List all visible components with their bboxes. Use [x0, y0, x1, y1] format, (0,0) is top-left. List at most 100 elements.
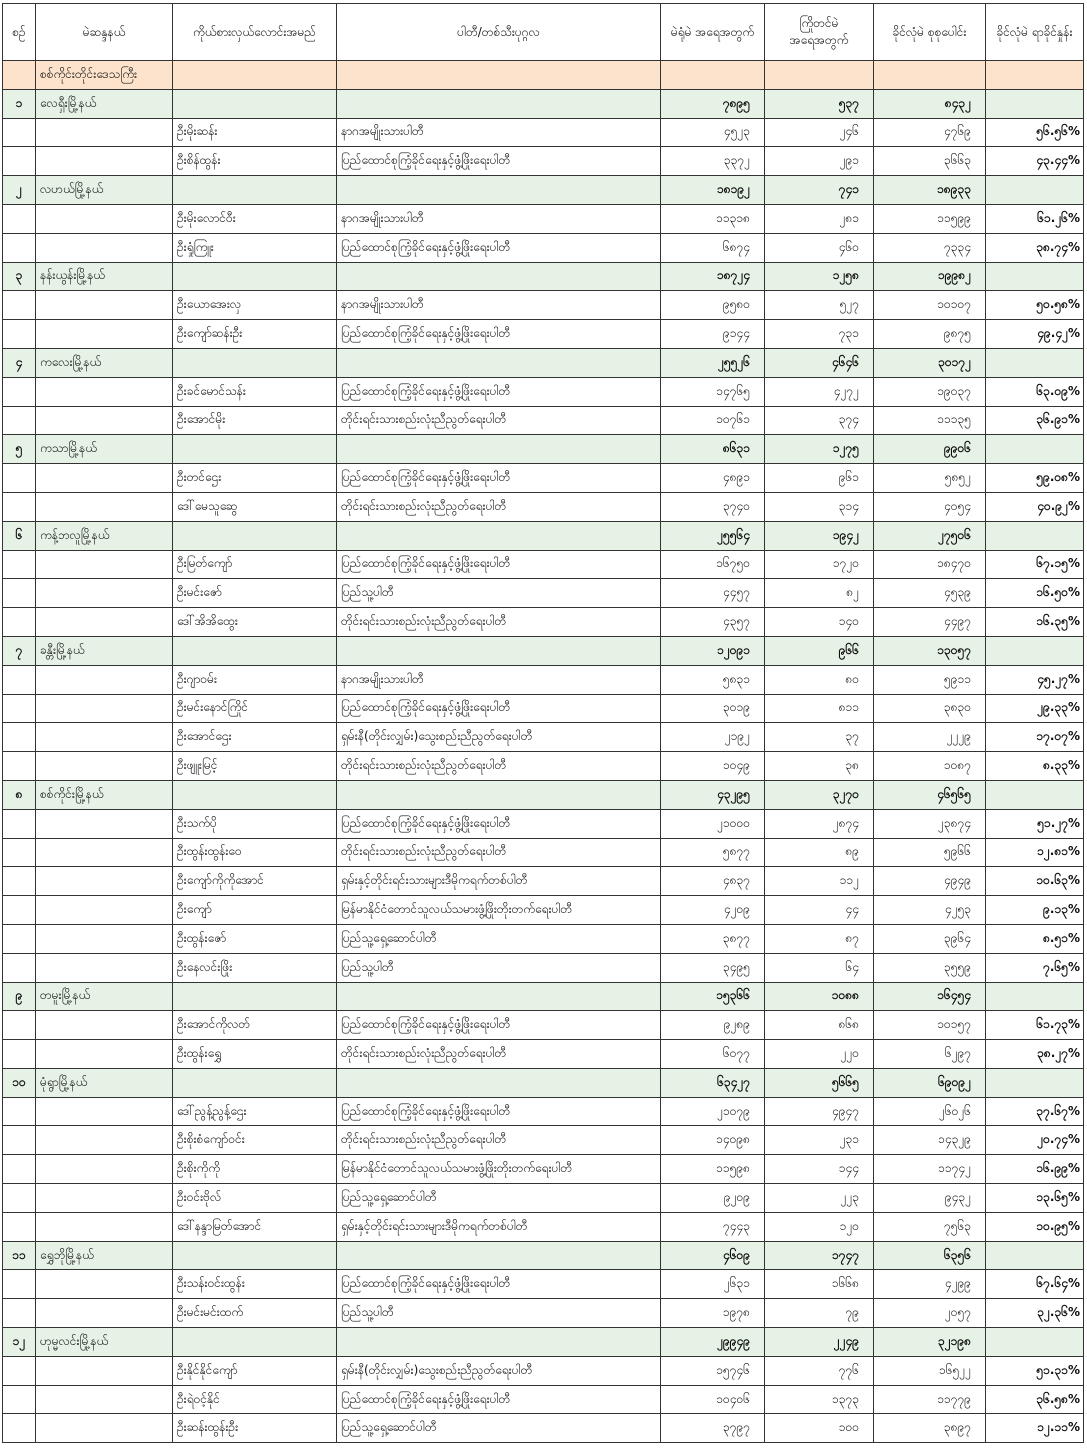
candidate-party: မြန်မာနိုင်ငံတောင်သူလယ်သမားဖွံ့ဖြိုးတိုး…: [336, 895, 661, 925]
township-advance-votes: ၇၄၁: [764, 175, 874, 205]
candidate-advance-votes: ၈၁၁: [764, 693, 874, 724]
candidate-valid-total: ၁၉၀၃၇: [873, 376, 986, 407]
candidate-party: မြန်မာနိုင်ငံတောင်သူလယ်သမားဖွံ့ဖြိုးတိုး…: [336, 1154, 661, 1185]
candidate-valid-percent: ၉.၁၃%: [985, 895, 1084, 925]
township-polling-votes: ၆၃၄၂၇: [660, 1067, 765, 1098]
township-advance-votes: ၅၃၇: [764, 88, 874, 119]
candidate-valid-total: ၁၄၃၂၉: [873, 1125, 986, 1156]
candidate-name: ဦးမိုးလောင်ဝီး: [172, 203, 337, 234]
empty-cell: [35, 319, 173, 349]
candidate-valid-percent: ၁၃.၆၅%: [985, 1183, 1084, 1213]
candidate-name: ဦးမင်းဇော်: [172, 578, 337, 609]
empty-cell: [35, 463, 173, 493]
empty-cell: [35, 232, 173, 263]
candidate-valid-percent: ၈.၃၃%: [985, 751, 1084, 781]
township-valid-total: ၆၃၅၆: [873, 1240, 986, 1271]
empty-cell: [985, 434, 1084, 465]
candidate-party: ပြည်ထောင်စုကြံ့ခိုင်ရေးနှင့်ဖွံ့ဖြိုးရေး…: [336, 1384, 661, 1415]
candidate-party: နာဂအမျိုးသားပါတီ: [336, 117, 661, 148]
candidate-advance-votes: ၈၉: [764, 837, 874, 868]
township-number: ၁၂: [2, 1327, 36, 1357]
candidate-polling-votes: ၂၆၃၁: [660, 1269, 765, 1300]
candidate-name: ဦးဖျူးမြင့်: [172, 751, 337, 781]
candidate-row: ဦးအောင်ဌေး ရှမ်းနီ(တိုင်းလျှမ်း)သွေးစည်းည…: [2, 722, 1084, 753]
candidate-advance-votes: ၃၈: [764, 751, 874, 781]
candidate-name: ဒေါ်ညွန့်ညွန့်ဌေး: [172, 1096, 337, 1127]
candidate-polling-votes: ၁၄၇၆၅: [660, 376, 765, 407]
candidate-valid-percent: ၆၇.၁၅%: [985, 549, 1084, 580]
empty-cell: [2, 290, 36, 321]
empty-cell: [2, 1039, 36, 1069]
empty-cell: [985, 261, 1084, 292]
candidate-name: ဦးကျော်: [172, 895, 337, 925]
empty-cell: [2, 1183, 36, 1213]
township-valid-total: ၆၉၀၉၂: [873, 1067, 986, 1098]
candidate-valid-total: ၉၄၃၂: [873, 1183, 986, 1213]
candidate-polling-votes: ၄၄၅၇: [660, 578, 765, 609]
township-number: ၇: [2, 635, 36, 666]
empty-cell: [2, 607, 36, 637]
empty-cell: [35, 1413, 173, 1444]
township-polling-votes: ၄၃၂၉၅: [660, 779, 765, 810]
candidate-polling-votes: ၁၁၃၁၈: [660, 203, 765, 234]
candidate-advance-votes: ၂၉၁: [764, 146, 874, 177]
candidate-name: ဦးတင်ဌေး: [172, 463, 337, 493]
candidate-advance-votes: ၄၂၇၂: [764, 376, 874, 407]
candidate-advance-votes: ၁၄၄: [764, 1154, 874, 1185]
empty-cell: [35, 290, 173, 321]
empty-cell: [336, 981, 661, 1012]
empty-cell: [2, 895, 36, 925]
empty-cell: [35, 1211, 173, 1242]
empty-cell: [35, 895, 173, 925]
empty-cell: [2, 866, 36, 897]
empty-cell: [985, 635, 1084, 666]
empty-cell: [2, 463, 36, 493]
empty-cell: [35, 1096, 173, 1127]
candidate-row: ဦးမင်းနောင်ကြိုင် ပြည်ထောင်စုကြံ့ခိုင်ရေး…: [2, 693, 1084, 724]
empty-cell: [985, 1240, 1084, 1271]
candidate-name: ဦးသန်းဝင်းထွန်း: [172, 1269, 337, 1300]
candidate-name: ဦးစိုးစံကျော်ဝင်း: [172, 1125, 337, 1156]
empty-cell: [35, 117, 173, 148]
candidate-valid-total: ၃၆၆၃: [873, 146, 986, 177]
empty-cell: [985, 1067, 1084, 1098]
township-name: တမူးမြို့နယ်: [35, 981, 173, 1012]
empty-cell: [172, 635, 337, 666]
candidate-row: ဦးအောင်မိုး တိုင်းရင်းသားစည်းလုံးညီညွတ်ရေ…: [2, 405, 1084, 436]
empty-cell: [172, 88, 337, 119]
township-name: လေရှီးမြို့နယ်: [35, 88, 173, 119]
candidate-row: ဦးအောင်ကိုလတ် ပြည်ထောင်စုကြံ့ခိုင်ရေးနှင့…: [2, 1010, 1084, 1041]
empty-cell: [172, 779, 337, 810]
candidate-valid-total: ၉၈၇၅: [873, 319, 986, 349]
candidate-party: တိုင်းရင်းသားစည်းလုံးညီညွတ်ရေးပါတီ: [336, 607, 661, 637]
candidate-valid-percent: ၃၆.၅၈%: [985, 1384, 1084, 1415]
empty-cell: [336, 1067, 661, 1098]
empty-cell: [35, 722, 173, 753]
empty-cell: [336, 347, 661, 378]
empty-cell: [985, 347, 1084, 378]
empty-cell: [2, 1154, 36, 1185]
candidate-valid-total: ၅၈၅၂: [873, 463, 986, 493]
candidate-valid-percent: ၃၈.၇၄%: [985, 232, 1084, 263]
empty-cell: [985, 1327, 1084, 1357]
empty-cell: [2, 1125, 36, 1156]
candidate-polling-votes: ၁၄၀၉၈: [660, 1125, 765, 1156]
candidate-advance-votes: ၃၇: [764, 722, 874, 753]
township-advance-votes: ၁၇၄၇: [764, 1240, 874, 1271]
candidate-name: ဦးဂျာဝမ်း: [172, 664, 337, 695]
candidate-valid-total: ၄၂၉၉: [873, 1269, 986, 1300]
candidate-polling-votes: ၆၀၇၇: [660, 1039, 765, 1069]
candidate-row: ဦးဆန်းထွန်းဦး ပြည်သူ့ရှေ့ဆောင်ပါတီ ၃၇၉၇ ၁၀၀…: [2, 1413, 1084, 1444]
township-row: ၄ကလေးမြို့နယ် ၂၅၅၂၆ ၄၆၄၆ ၃၀၁၇၂: [2, 347, 1084, 378]
candidate-advance-votes: ၁၆၆၈: [764, 1269, 874, 1300]
candidate-valid-total: ၁၁၁၃၅: [873, 405, 986, 436]
candidate-party: ရှမ်းနှင့်တိုင်းရင်းသားများဒီမိုကရက်တစ်ပ…: [336, 866, 661, 897]
candidate-advance-votes: ၄၄: [764, 895, 874, 925]
candidate-advance-votes: ၉၆၁: [764, 463, 874, 493]
candidate-advance-votes: ၂၂၃: [764, 1183, 874, 1213]
candidate-polling-votes: ၅၈၇၇: [660, 837, 765, 868]
empty-cell: [2, 664, 36, 695]
candidate-party: ပြည်ထောင်စုကြံ့ခိုင်ရေးနှင့်ဖွံ့ဖြိုးရေး…: [336, 1269, 661, 1300]
candidate-valid-percent: ၅၁.၂၇%: [985, 808, 1084, 839]
candidate-row: ဦးစိုးစံကျော်ဝင်း တိုင်းရင်းသားစည်းလုံးညီ…: [2, 1125, 1084, 1156]
